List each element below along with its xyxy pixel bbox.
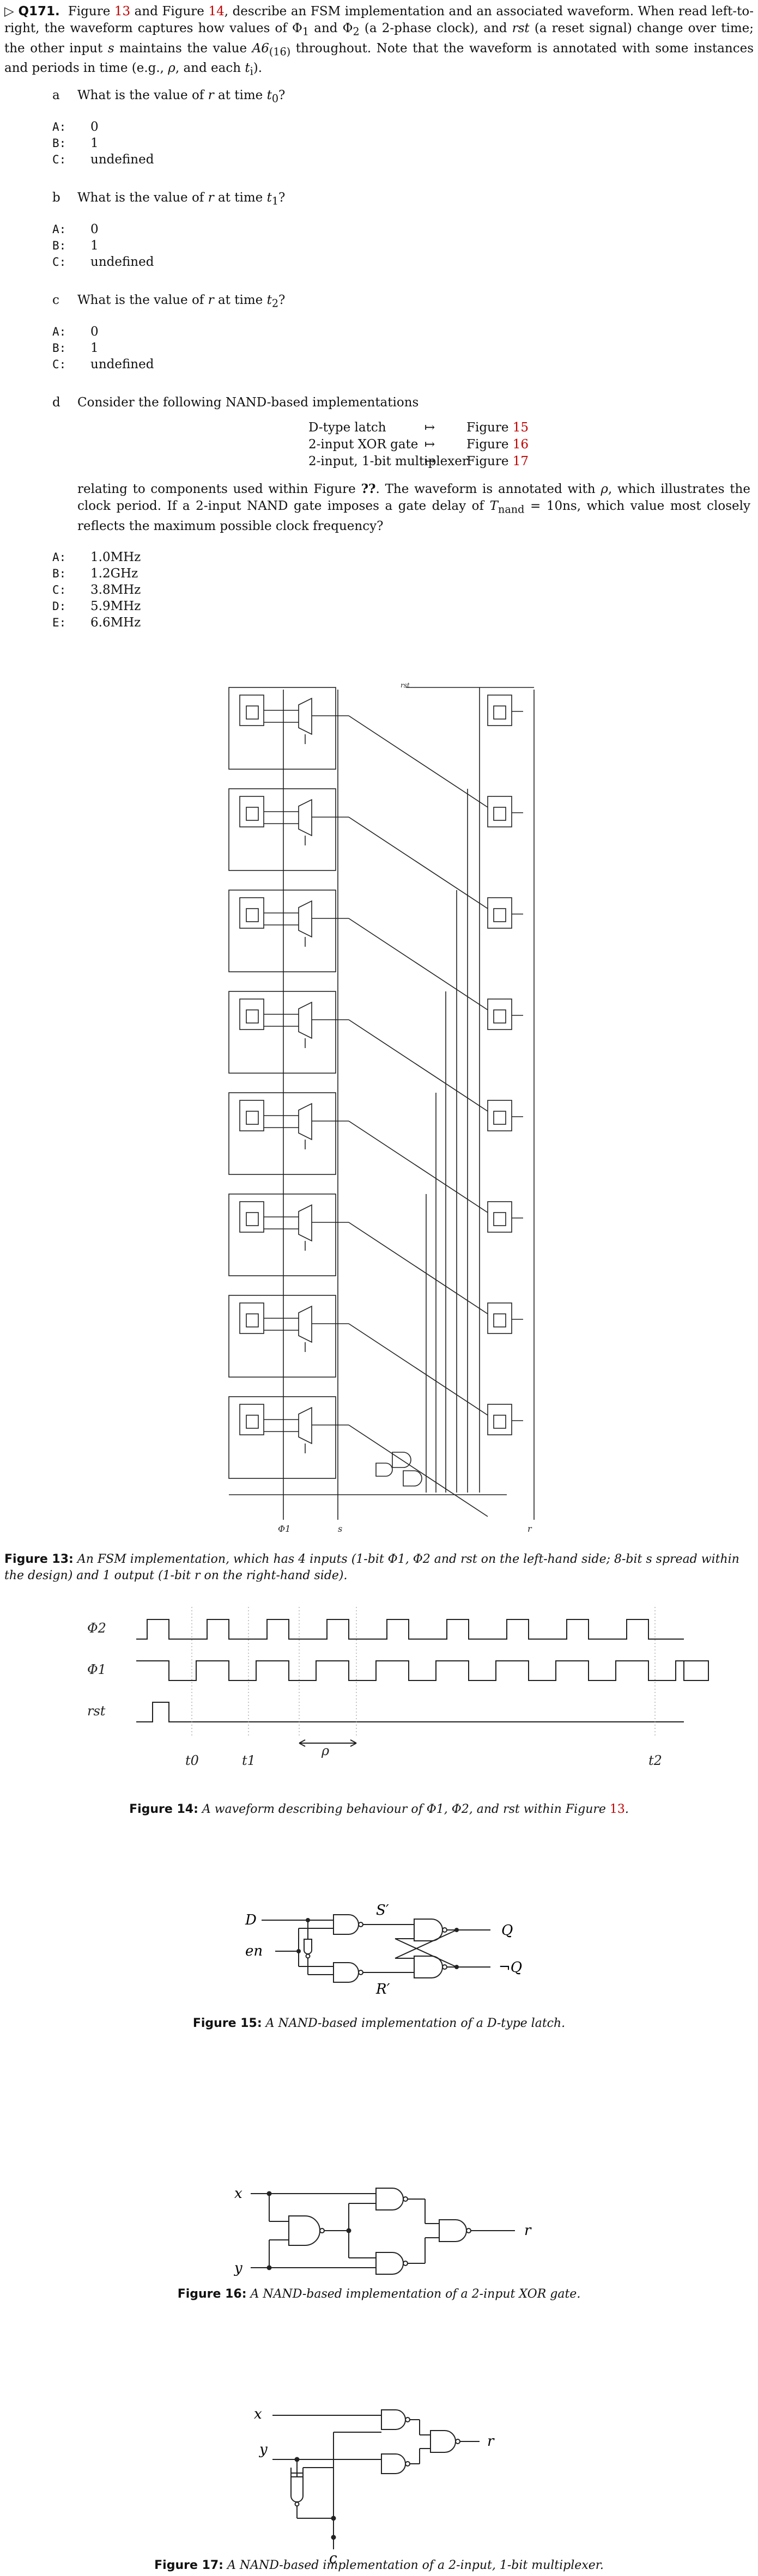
question-intro: ▷ Q171. Figure 13 and Figure 14, describ… <box>4 4 754 78</box>
implementation-row: D-type latch ↦ Figure 15 <box>308 421 529 435</box>
figure-13-link[interactable]: 13 <box>114 4 131 19</box>
figure-13-link[interactable]: 13 <box>609 1802 625 1816</box>
c-label: c <box>329 2550 337 2567</box>
q-label: Q <box>501 1922 513 1939</box>
part-prompt: What is the value of r at time t0? <box>77 88 286 105</box>
figure-15-link[interactable]: 15 <box>512 421 529 435</box>
r-label: r <box>524 2222 532 2239</box>
figure-16-caption: Figure 16: A NAND-based implementation o… <box>177 2287 581 2301</box>
part-d-paragraph: relating to components used within Figur… <box>77 482 750 533</box>
triangle-marker-icon: ▷ <box>4 4 19 19</box>
part-label: c <box>52 293 59 307</box>
r-label: r <box>487 2433 495 2450</box>
x-label: x <box>234 2185 242 2202</box>
part-label: b <box>52 191 60 205</box>
r-label: R′ <box>375 1981 390 1998</box>
implementation-row: 2-input XOR gate ↦ Figure 16 <box>308 437 529 452</box>
part-prompt: What is the value of r at time t1? <box>77 191 286 208</box>
part-label: d <box>52 395 60 410</box>
part-label: a <box>52 88 60 102</box>
figure-14-caption: Figure 14: A waveform describing behavio… <box>129 1802 629 1816</box>
figure-13-caption: Figure 13: An FSM implementation, which … <box>4 1552 739 1582</box>
s-label: S′ <box>376 1902 389 1919</box>
figure-17-caption: Figure 17: A NAND-based implementation o… <box>154 2559 604 2572</box>
figure-15-caption: Figure 15: A NAND-based implementation o… <box>192 2017 566 2030</box>
implementation-table: D-type latch ↦ Figure 15 2-input XOR gate ↦… <box>308 419 592 470</box>
y-label: y <box>234 2260 242 2276</box>
figure-14-link[interactable]: 14 <box>208 4 225 19</box>
part-prompt: What is the value of r at time t2? <box>77 293 286 310</box>
y-label: y <box>259 2441 268 2458</box>
part-prompt: Consider the following NAND-based implem… <box>77 395 419 410</box>
figure-17-link[interactable]: 17 <box>512 454 529 468</box>
implementation-row: 2-input, 1-bit multiplexer ↦ Figure 17 <box>308 454 529 468</box>
figure-16-link[interactable]: 16 <box>512 437 529 452</box>
d-label: D <box>245 1912 257 1928</box>
not-q-label: ¬Q <box>499 1959 522 1976</box>
x-label: x <box>254 2406 262 2422</box>
question-id: Q171. <box>18 4 60 19</box>
en-label: en <box>245 1943 263 1959</box>
